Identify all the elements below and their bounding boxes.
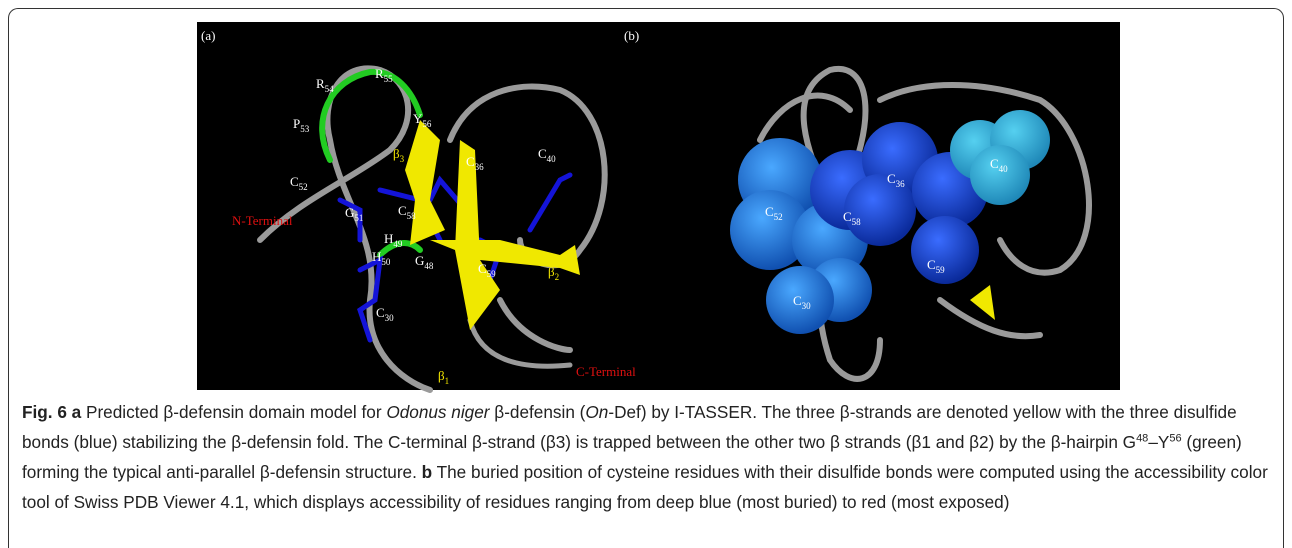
figure-caption: Fig. 6 a Predicted β-defensin domain mod… [22, 397, 1277, 517]
residue-number: 56 [422, 119, 432, 129]
residue-name: H [384, 231, 393, 246]
residue-name: C [466, 154, 475, 169]
residue-name: H [372, 249, 381, 264]
residue-name: P [293, 116, 300, 131]
residue-name: R [375, 66, 384, 81]
residue-name: C [927, 257, 936, 272]
residue-number: 49 [393, 239, 403, 249]
residue-name: R [316, 76, 325, 91]
residue-number: 48 [424, 261, 434, 271]
residue-name: C [765, 204, 774, 219]
residue-number: 40 [999, 164, 1009, 174]
residue-name: C [793, 293, 802, 308]
residue-name: C [843, 209, 852, 224]
residue-label: C-Terminal [576, 364, 636, 379]
panel-label: (b) [624, 28, 639, 43]
residue-number: 30 [802, 301, 812, 311]
residue-name: C [990, 156, 999, 171]
residue-number: 55 [384, 74, 394, 84]
residue-number: 51 [354, 213, 363, 223]
residue-number: 36 [475, 162, 485, 172]
residue-name: N-Terminal [232, 213, 293, 228]
residue-number: 52 [774, 212, 783, 222]
panel-label: (a) [201, 28, 215, 43]
residue-name: C [398, 203, 407, 218]
residue-label: N-Terminal [232, 213, 293, 228]
residue-name: C [478, 261, 487, 276]
caption-sup: 48 [1136, 432, 1148, 444]
caption-bold: b [422, 462, 433, 482]
residue-number: 1 [445, 376, 450, 386]
caption-normal: –Y [1148, 432, 1169, 452]
residue-name: G [415, 253, 424, 268]
residue-number: 50 [381, 257, 391, 267]
residue-name: C [887, 171, 896, 186]
caption-italic: Odonus niger [386, 402, 489, 422]
residue-number: 53 [300, 124, 310, 134]
caption-bold: Fig. 6 a [22, 402, 81, 422]
residue-number: 30 [385, 313, 395, 323]
residue-number: 54 [325, 84, 335, 94]
residue-number: 36 [896, 179, 906, 189]
residue-name: C [290, 174, 299, 189]
residue-number: 59 [487, 269, 497, 279]
residue-number: 52 [299, 182, 308, 192]
caption-normal: β-defensin ( [490, 402, 586, 422]
caption-sup: 56 [1169, 432, 1181, 444]
residue-name: C [538, 146, 547, 161]
residue-number: 3 [400, 154, 405, 164]
residue-name: C-Terminal [576, 364, 636, 379]
residue-number: 58 [852, 217, 862, 227]
residue-number: 40 [547, 154, 557, 164]
caption-italic: On [585, 402, 608, 422]
caption-normal: Predicted β-defensin domain model for [81, 402, 386, 422]
residue-number: 59 [936, 265, 946, 275]
residue-name: C [376, 305, 385, 320]
residue-number: 58 [407, 211, 417, 221]
residue-number: 2 [555, 272, 560, 282]
residue-name: G [345, 205, 354, 220]
